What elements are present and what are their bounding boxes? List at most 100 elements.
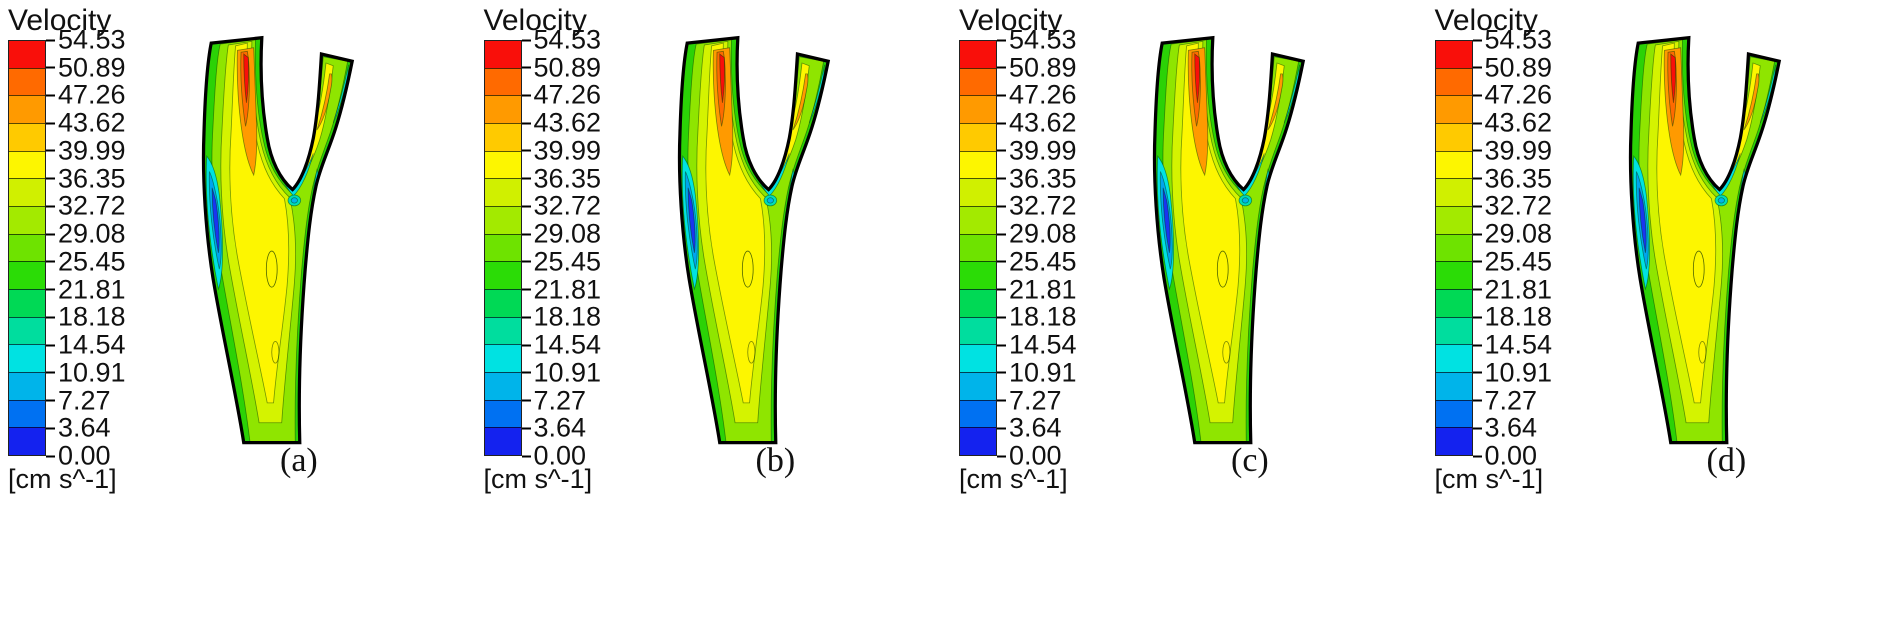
colorbar-ticks: 54.53 50.89 47.26 43.62 39.99 36.35 32.72 29.08… (1472, 26, 1573, 469)
colorbar-cell (484, 95, 521, 124)
colorbar-tick-label: 36.35 (1472, 165, 1552, 192)
colorbar-cell (960, 150, 996, 179)
colorbar-legend: Velocity 54.53 50.89 47.26 43.62 39.99 36.35 3… (951, 0, 1103, 624)
colorbar-cell (9, 344, 45, 373)
colorbar-tick-label: 29.08 (46, 220, 126, 248)
colorbar-cell (9, 372, 45, 400)
panel-label: (d) (1706, 442, 1747, 479)
colorbar-title: Velocity (1434, 4, 1538, 37)
colorbar-legend: Velocity 54.53 50.89 47.26 43.62 39.99 36.35 3… (0, 0, 152, 624)
colorbar-tick-label: 0.00 (997, 442, 1062, 470)
colorbar-tick-label: 54.53 (521, 26, 601, 54)
colorbar-cell (9, 67, 45, 96)
colorbar-cell (9, 427, 45, 456)
colorbar-tick-label: 10.91 (46, 359, 126, 386)
colorbar-cell (484, 178, 521, 207)
colorbar-tick-label: 3.64 (46, 414, 111, 442)
colorbar-cell (484, 41, 521, 68)
vessel-contour-svg (1593, 24, 1828, 460)
colorbar-cell (1435, 233, 1472, 262)
colorbar-cell (9, 123, 45, 151)
colorbar-tick-label: 29.08 (1472, 220, 1552, 248)
colorbar-cell (1435, 95, 1472, 124)
colorbar (959, 40, 997, 456)
colorbar-cell (1435, 123, 1472, 151)
colorbar-cell (9, 233, 45, 262)
colorbar-cell (9, 41, 45, 68)
colorbar-cell (484, 316, 521, 345)
colorbar-tick-label: 10.91 (997, 359, 1077, 386)
colorbar-tick-label: 14.54 (1472, 331, 1552, 359)
colorbar-cell (960, 233, 996, 262)
colorbar-tick-label: 43.62 (1472, 109, 1552, 137)
colorbar-cell (960, 123, 996, 151)
colorbar-tick-label: 25.45 (46, 248, 126, 275)
colorbar-tick-label: 21.81 (1472, 276, 1552, 303)
colorbar-tick-label: 3.64 (997, 414, 1062, 442)
colorbar-tick-label: 18.18 (997, 303, 1077, 331)
colorbar-cell (484, 372, 521, 400)
colorbar-tick-label: 7.27 (46, 387, 111, 414)
colorbar-cell (960, 206, 996, 234)
panel-d: Velocity 54.53 50.89 47.26 43.62 39.99 36.35 3… (1427, 0, 1902, 624)
colorbar-cell (9, 289, 45, 317)
colorbar-cell (484, 289, 521, 317)
colorbar-tick-label: 25.45 (1472, 248, 1552, 275)
colorbar-cell (9, 95, 45, 124)
colorbar-cell (960, 399, 996, 428)
contour-plot: (b) (628, 0, 952, 624)
colorbar-tick-label: 32.72 (46, 192, 126, 220)
colorbar-title: Velocity (483, 4, 587, 37)
panel-label: (b) (755, 442, 796, 479)
colorbar-ticks: 54.53 50.89 47.26 43.62 39.99 36.35 32.72 29.08… (997, 26, 1097, 469)
colorbar-tick-label: 10.91 (1472, 359, 1552, 386)
colorbar-cell (960, 67, 996, 96)
colorbar-tick-label: 43.62 (46, 109, 126, 137)
colorbar-cell (1435, 372, 1472, 400)
colorbar-tick-label: 39.99 (997, 137, 1077, 164)
colorbar-cell (9, 261, 45, 290)
colorbar-tick-label: 21.81 (46, 276, 126, 303)
colorbar-tick-label: 39.99 (46, 137, 126, 164)
colorbar-tick-label: 54.53 (46, 26, 126, 54)
colorbar-tick-label: 47.26 (997, 81, 1077, 109)
colorbar-tick-label: 47.26 (1472, 81, 1552, 109)
colorbar-tick-label: 14.54 (46, 331, 126, 359)
colorbar-ticks: 54.53 50.89 47.26 43.62 39.99 36.35 32.72 29.08… (46, 26, 146, 469)
colorbar-tick-label: 39.99 (521, 137, 601, 164)
colorbar-cell (484, 233, 521, 262)
colorbar-tick-label: 25.45 (997, 248, 1077, 275)
colorbar (483, 40, 522, 456)
panel-label: (c) (1231, 442, 1269, 479)
contour-plot: (d) (1579, 0, 1902, 624)
colorbar-tick-label: 50.89 (521, 54, 601, 81)
colorbar-tick-label: 32.72 (521, 192, 601, 220)
colorbar-tick-label: 25.45 (521, 248, 601, 275)
panel-b: Velocity 54.53 50.89 47.26 43.62 39.99 36.35 3… (476, 0, 952, 624)
colorbar-tick-label: 29.08 (521, 220, 601, 248)
colorbar (8, 40, 46, 456)
colorbar-tick-label: 18.18 (1472, 303, 1552, 331)
colorbar-tick-label: 18.18 (46, 303, 126, 331)
colorbar-tick-label: 7.27 (1472, 387, 1537, 414)
colorbar-tick-label: 54.53 (997, 26, 1077, 54)
colorbar-cell (1435, 344, 1472, 373)
colorbar-unit: [cm s^-1] (8, 464, 117, 494)
colorbar-cell (960, 95, 996, 124)
colorbar-tick-label: 47.26 (46, 81, 126, 109)
colorbar-cell (960, 178, 996, 207)
colorbar-tick-label: 14.54 (521, 331, 601, 359)
colorbar-cell (960, 427, 996, 456)
contour-plot: (c) (1103, 0, 1427, 624)
panel-label: (a) (280, 442, 318, 479)
panel-a: Velocity 54.53 50.89 47.26 43.62 39.99 36.35 3… (0, 0, 476, 624)
colorbar-tick-label: 43.62 (997, 109, 1077, 137)
colorbar-cell (1435, 261, 1472, 290)
colorbar-tick-label: 3.64 (521, 414, 586, 442)
colorbar-tick-label: 36.35 (521, 165, 601, 192)
colorbar-tick-label: 43.62 (521, 109, 601, 137)
colorbar-cell (484, 399, 521, 428)
colorbar-legend: Velocity 54.53 50.89 47.26 43.62 39.99 36.35 3… (1427, 0, 1579, 624)
colorbar-cell (484, 206, 521, 234)
